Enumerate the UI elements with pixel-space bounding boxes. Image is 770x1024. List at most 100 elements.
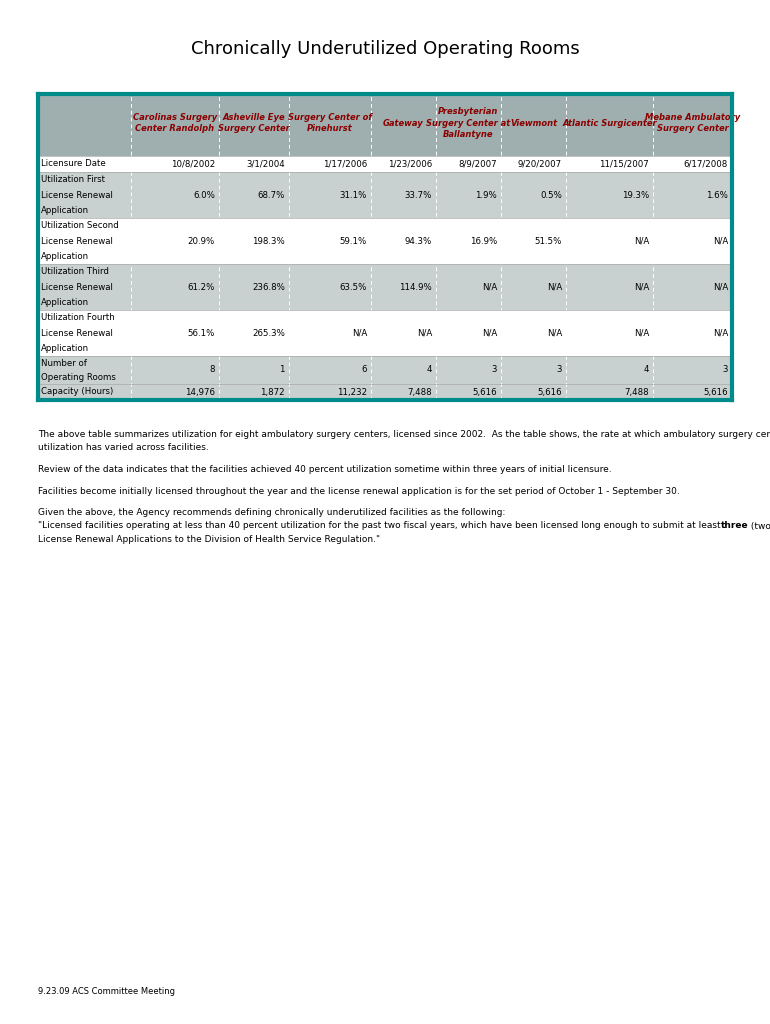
Text: N/A: N/A: [482, 329, 497, 338]
Text: Application: Application: [41, 344, 89, 353]
Text: 33.7%: 33.7%: [404, 190, 432, 200]
Text: 3: 3: [722, 366, 728, 375]
Text: Atlantic Surgicenter: Atlantic Surgicenter: [562, 119, 657, 128]
Text: 10/8/2002: 10/8/2002: [171, 160, 215, 169]
Text: 5,616: 5,616: [472, 387, 497, 396]
Bar: [38, 356, 732, 384]
Text: N/A: N/A: [634, 237, 649, 246]
Text: License Renewal: License Renewal: [41, 237, 113, 246]
Text: Application: Application: [41, 206, 89, 215]
Text: Carolinas Surgery
Center Randolph: Carolinas Surgery Center Randolph: [133, 113, 217, 133]
Text: 6.0%: 6.0%: [193, 190, 215, 200]
Text: 4: 4: [427, 366, 432, 375]
Text: Mebane Ambulatory
Surgery Center: Mebane Ambulatory Surgery Center: [645, 113, 740, 133]
Text: Application: Application: [41, 298, 89, 307]
Bar: [38, 94, 732, 400]
Text: 8/9/2007: 8/9/2007: [458, 160, 497, 169]
Text: 19.3%: 19.3%: [621, 190, 649, 200]
Text: 236.8%: 236.8%: [252, 283, 285, 292]
Text: 31.1%: 31.1%: [340, 190, 367, 200]
Text: 6: 6: [361, 366, 367, 375]
Text: "Licensed facilities operating at less than 40 percent utilization for the past : "Licensed facilities operating at less t…: [38, 521, 721, 530]
Text: 5,616: 5,616: [703, 387, 728, 396]
Text: 3: 3: [491, 366, 497, 375]
Text: 11,232: 11,232: [337, 387, 367, 396]
Text: Utilization Third: Utilization Third: [41, 267, 109, 276]
Text: 4: 4: [644, 366, 649, 375]
Text: 59.1%: 59.1%: [340, 237, 367, 246]
Text: Review of the data indicates that the facilities achieved 40 percent utilization: Review of the data indicates that the fa…: [38, 465, 611, 474]
Text: 63.5%: 63.5%: [340, 283, 367, 292]
Text: 0.5%: 0.5%: [540, 190, 562, 200]
Text: 1,872: 1,872: [260, 387, 285, 396]
Text: 6/17/2008: 6/17/2008: [684, 160, 728, 169]
Text: 265.3%: 265.3%: [252, 329, 285, 338]
Bar: [38, 94, 732, 156]
Text: 9.23.09 ACS Committee Meeting: 9.23.09 ACS Committee Meeting: [38, 987, 175, 996]
Text: Presbyterian
Surgery Center at
Ballantyne: Presbyterian Surgery Center at Ballantyn…: [427, 106, 511, 139]
Text: 3: 3: [557, 366, 562, 375]
Text: 198.3%: 198.3%: [253, 237, 285, 246]
Text: N/A: N/A: [634, 329, 649, 338]
Text: 68.7%: 68.7%: [258, 190, 285, 200]
Text: License Renewal: License Renewal: [41, 329, 113, 338]
Text: License Renewal: License Renewal: [41, 190, 113, 200]
Text: 9/20/2007: 9/20/2007: [518, 160, 562, 169]
Text: Number of: Number of: [41, 358, 87, 368]
Text: Gateway: Gateway: [383, 119, 424, 128]
Bar: [38, 172, 732, 218]
Bar: [38, 310, 732, 356]
Text: 11/15/2007: 11/15/2007: [599, 160, 649, 169]
Text: License Renewal: License Renewal: [41, 283, 113, 292]
Text: Licensure Date: Licensure Date: [41, 160, 105, 169]
Text: The above table summarizes utilization for eight ambulatory surgery centers, lic: The above table summarizes utilization f…: [38, 430, 770, 439]
Text: 1/17/2006: 1/17/2006: [323, 160, 367, 169]
Text: Facilities become initially licensed throughout the year and the license renewal: Facilities become initially licensed thr…: [38, 486, 680, 496]
Text: Asheville Eye
Surgery Center: Asheville Eye Surgery Center: [218, 113, 290, 133]
Text: 5,616: 5,616: [537, 387, 562, 396]
Text: Application: Application: [41, 252, 89, 261]
Text: 7,488: 7,488: [407, 387, 432, 396]
Text: N/A: N/A: [547, 329, 562, 338]
Text: Utilization Second: Utilization Second: [41, 221, 119, 230]
Text: N/A: N/A: [352, 329, 367, 338]
Text: 7,488: 7,488: [624, 387, 649, 396]
Text: utilization has varied across facilities.: utilization has varied across facilities…: [38, 443, 209, 453]
Bar: [38, 156, 732, 172]
Text: N/A: N/A: [713, 329, 728, 338]
Text: Surgery Center of
Pinehurst: Surgery Center of Pinehurst: [288, 113, 372, 133]
Text: Chronically Underutilized Operating Rooms: Chronically Underutilized Operating Room…: [191, 40, 579, 58]
Text: 1.6%: 1.6%: [706, 190, 728, 200]
Text: 61.2%: 61.2%: [188, 283, 215, 292]
Text: three: three: [721, 521, 748, 530]
Text: N/A: N/A: [634, 283, 649, 292]
Text: Operating Rooms: Operating Rooms: [41, 373, 116, 382]
Text: License Renewal Applications to the Division of Health Service Regulation.": License Renewal Applications to the Divi…: [38, 535, 380, 544]
Text: N/A: N/A: [482, 283, 497, 292]
Text: 3/1/2004: 3/1/2004: [246, 160, 285, 169]
Text: N/A: N/A: [713, 283, 728, 292]
Text: 114.9%: 114.9%: [400, 283, 432, 292]
Text: 8: 8: [209, 366, 215, 375]
Text: 20.9%: 20.9%: [188, 237, 215, 246]
Text: N/A: N/A: [713, 237, 728, 246]
Text: 1/23/2006: 1/23/2006: [388, 160, 432, 169]
Text: 51.5%: 51.5%: [534, 237, 562, 246]
Bar: [38, 218, 732, 264]
Text: 1.9%: 1.9%: [475, 190, 497, 200]
Text: Capacity (Hours): Capacity (Hours): [41, 387, 113, 396]
Text: N/A: N/A: [547, 283, 562, 292]
Text: Viewmont: Viewmont: [510, 119, 557, 128]
Text: Given the above, the Agency recommends defining chronically underutilized facili: Given the above, the Agency recommends d…: [38, 508, 505, 517]
Text: 56.1%: 56.1%: [188, 329, 215, 338]
Text: Utilization First: Utilization First: [41, 175, 105, 184]
Bar: [38, 384, 732, 400]
Bar: [38, 264, 732, 310]
Text: 16.9%: 16.9%: [470, 237, 497, 246]
Text: N/A: N/A: [417, 329, 432, 338]
Text: 14,976: 14,976: [185, 387, 215, 396]
Text: Utilization Fourth: Utilization Fourth: [41, 313, 115, 323]
Text: 94.3%: 94.3%: [405, 237, 432, 246]
Text: (two in current definition): (two in current definition): [748, 521, 770, 530]
Text: 1: 1: [280, 366, 285, 375]
